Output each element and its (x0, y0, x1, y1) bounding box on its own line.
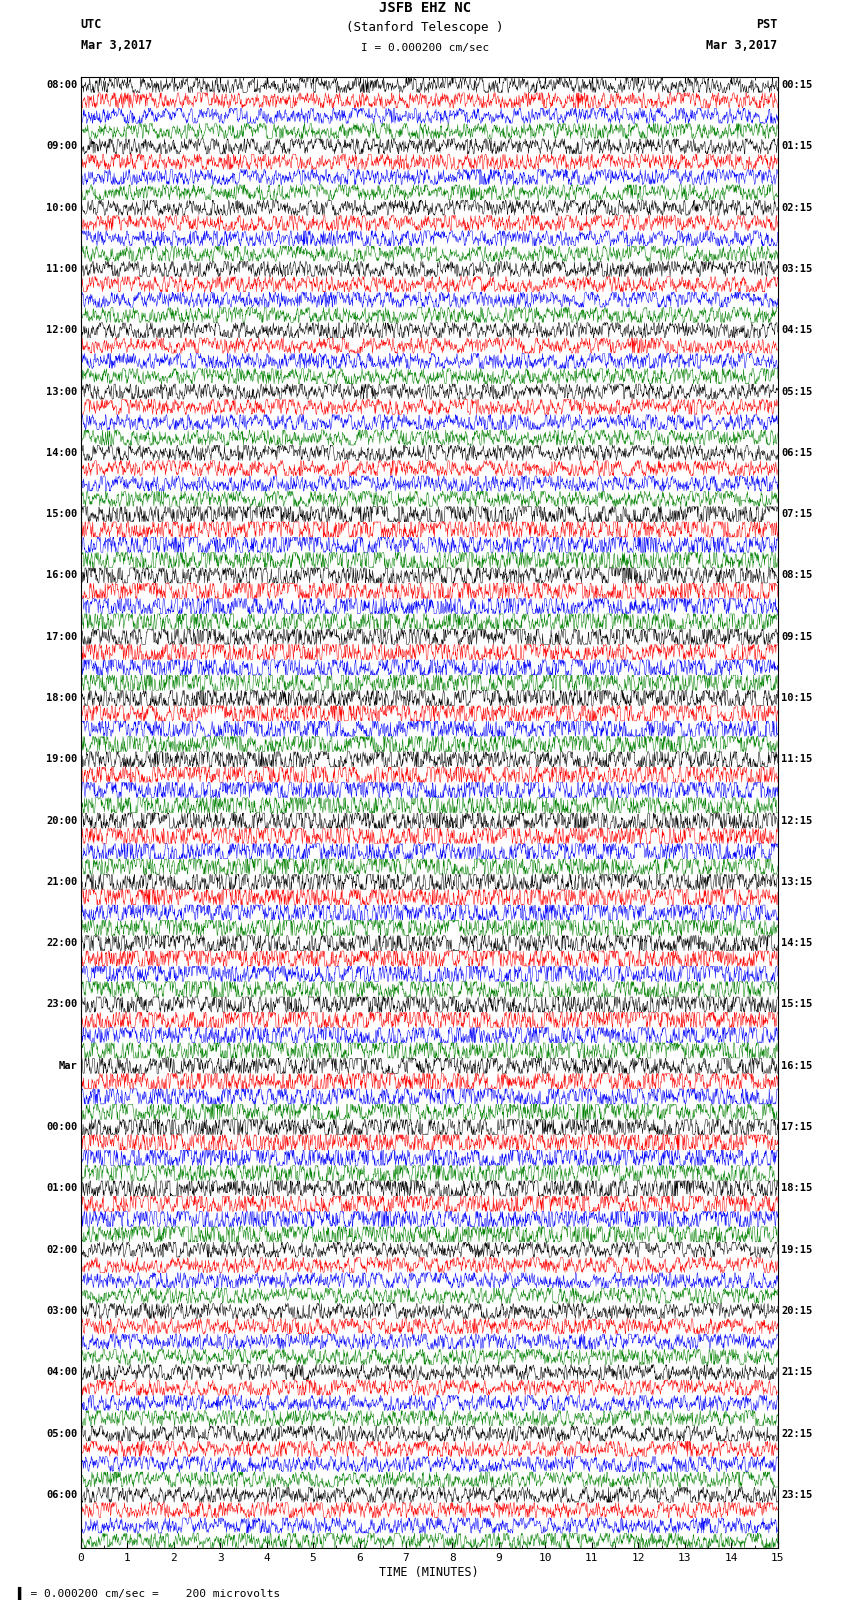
Text: 21:00: 21:00 (46, 877, 77, 887)
Text: 08:00: 08:00 (46, 81, 77, 90)
X-axis label: TIME (MINUTES): TIME (MINUTES) (379, 1566, 479, 1579)
Text: Mar: Mar (59, 1061, 77, 1071)
Text: PST: PST (756, 18, 778, 31)
Text: 11:00: 11:00 (46, 265, 77, 274)
Text: 09:00: 09:00 (46, 142, 77, 152)
Text: 06:00: 06:00 (46, 1490, 77, 1500)
Text: 13:00: 13:00 (46, 387, 77, 397)
Text: ▌ = 0.000200 cm/sec =    200 microvolts: ▌ = 0.000200 cm/sec = 200 microvolts (17, 1587, 280, 1600)
Text: 16:15: 16:15 (781, 1061, 813, 1071)
Text: 23:00: 23:00 (46, 1000, 77, 1010)
Text: 10:00: 10:00 (46, 203, 77, 213)
Text: JSFB EHZ NC: JSFB EHZ NC (379, 0, 471, 15)
Text: 14:15: 14:15 (781, 939, 813, 948)
Text: 20:00: 20:00 (46, 816, 77, 826)
Text: 03:00: 03:00 (46, 1307, 77, 1316)
Text: 09:15: 09:15 (781, 632, 813, 642)
Text: 01:00: 01:00 (46, 1184, 77, 1194)
Text: 03:15: 03:15 (781, 265, 813, 274)
Text: 19:00: 19:00 (46, 755, 77, 765)
Text: 11:15: 11:15 (781, 755, 813, 765)
Text: Mar 3,2017: Mar 3,2017 (81, 39, 152, 52)
Text: 20:15: 20:15 (781, 1307, 813, 1316)
Text: 12:00: 12:00 (46, 326, 77, 336)
Text: 00:00: 00:00 (46, 1123, 77, 1132)
Text: 10:15: 10:15 (781, 694, 813, 703)
Text: 02:15: 02:15 (781, 203, 813, 213)
Text: 00:15: 00:15 (781, 81, 813, 90)
Text: 22:15: 22:15 (781, 1429, 813, 1439)
Text: 17:15: 17:15 (781, 1123, 813, 1132)
Text: 12:15: 12:15 (781, 816, 813, 826)
Text: 15:15: 15:15 (781, 1000, 813, 1010)
Text: 04:15: 04:15 (781, 326, 813, 336)
Text: 19:15: 19:15 (781, 1245, 813, 1255)
Text: 02:00: 02:00 (46, 1245, 77, 1255)
Text: 05:15: 05:15 (781, 387, 813, 397)
Text: 16:00: 16:00 (46, 571, 77, 581)
Text: 06:15: 06:15 (781, 448, 813, 458)
Text: 13:15: 13:15 (781, 877, 813, 887)
Text: 14:00: 14:00 (46, 448, 77, 458)
Text: 18:15: 18:15 (781, 1184, 813, 1194)
Text: 17:00: 17:00 (46, 632, 77, 642)
Text: 21:15: 21:15 (781, 1368, 813, 1378)
Text: 23:15: 23:15 (781, 1490, 813, 1500)
Text: 07:15: 07:15 (781, 510, 813, 519)
Text: 05:00: 05:00 (46, 1429, 77, 1439)
Text: Mar 3,2017: Mar 3,2017 (706, 39, 778, 52)
Text: 22:00: 22:00 (46, 939, 77, 948)
Text: 15:00: 15:00 (46, 510, 77, 519)
Text: 04:00: 04:00 (46, 1368, 77, 1378)
Text: 18:00: 18:00 (46, 694, 77, 703)
Text: (Stanford Telescope ): (Stanford Telescope ) (346, 21, 504, 34)
Text: I = 0.000200 cm/sec: I = 0.000200 cm/sec (361, 44, 489, 53)
Text: UTC: UTC (81, 18, 102, 31)
Text: 08:15: 08:15 (781, 571, 813, 581)
Text: 01:15: 01:15 (781, 142, 813, 152)
